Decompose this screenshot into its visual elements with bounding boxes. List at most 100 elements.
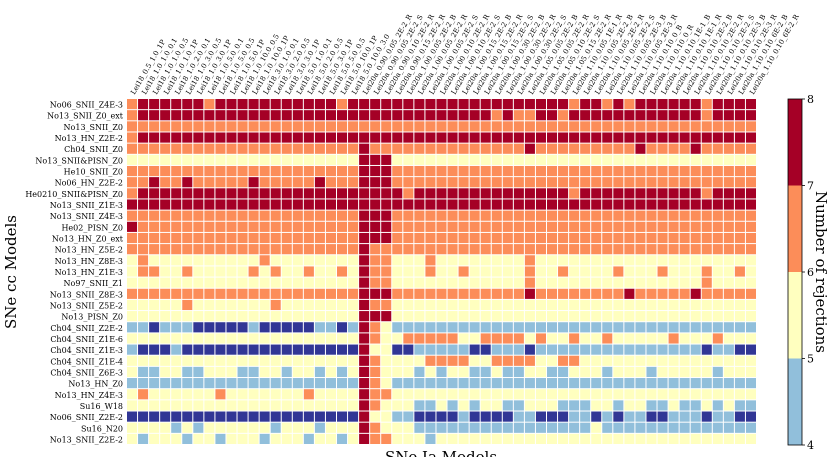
heatmap-cell: [348, 344, 359, 355]
heatmap-cell: [314, 188, 325, 199]
heatmap-cell: [701, 266, 712, 277]
heatmap-cell: [436, 110, 447, 121]
heatmap-cell: [337, 165, 348, 177]
heatmap-cell: [359, 232, 370, 244]
heatmap-cell: [558, 221, 569, 232]
heatmap-cell: [403, 110, 414, 121]
heatmap-cell: [381, 299, 392, 311]
heatmap-cell: [679, 344, 690, 355]
heatmap-cell: [204, 143, 215, 154]
heatmap-cell: [646, 188, 657, 199]
heatmap-cell: [403, 322, 414, 333]
heatmap-cell: [535, 132, 546, 143]
heatmap-cell: [734, 322, 745, 333]
heatmap-cell: [303, 210, 314, 221]
heatmap-cell: [348, 199, 359, 210]
heatmap-cell: [149, 188, 160, 199]
heatmap-cell: [701, 422, 712, 433]
heatmap-cell: [259, 154, 270, 165]
heatmap-cell: [602, 422, 613, 433]
heatmap-cell: [547, 411, 558, 422]
heatmap-cell: [635, 232, 646, 244]
heatmap-cell: [259, 422, 270, 433]
heatmap-cell: [635, 221, 646, 232]
heatmap-cell: [259, 366, 270, 378]
heatmap-cell: [458, 199, 469, 210]
heatmap-cell: [182, 232, 193, 244]
heatmap-cell: [204, 433, 215, 444]
heatmap-cell: [348, 366, 359, 378]
heatmap-cell: [535, 322, 546, 333]
heatmap-cell: [513, 154, 524, 165]
heatmap-cell: [314, 277, 325, 288]
heatmap-cell: [613, 143, 624, 154]
heatmap-cell: [314, 433, 325, 444]
heatmap-cell: [403, 277, 414, 288]
heatmap-cell: [160, 143, 171, 154]
heatmap-cell: [745, 199, 756, 210]
heatmap-cell: [215, 389, 226, 400]
heatmap-cell: [491, 400, 502, 411]
heatmap-cell: [403, 132, 414, 143]
heatmap-cell: [193, 188, 204, 199]
heatmap-cell: [281, 99, 292, 110]
heatmap-cell: [337, 433, 348, 444]
heatmap-cell: [712, 322, 723, 333]
heatmap-cell: [657, 121, 668, 132]
heatmap-cell: [701, 400, 712, 411]
heatmap-cell: [160, 266, 171, 277]
heatmap-cell: [712, 143, 723, 154]
heatmap-cell: [138, 433, 149, 444]
heatmap-cell: [270, 344, 281, 355]
heatmap-cell: [591, 288, 602, 299]
heatmap-cell: [337, 266, 348, 277]
heatmap-cell: [303, 433, 314, 444]
heatmap-cell: [270, 110, 281, 121]
heatmap-cell: [745, 177, 756, 188]
heatmap-cell: [591, 366, 602, 378]
heatmap-cell: [734, 188, 745, 199]
heatmap-cell: [679, 378, 690, 389]
heatmap-cell: [392, 411, 403, 422]
heatmap-cell: [591, 389, 602, 400]
heatmap-cell: [127, 99, 138, 110]
heatmap-cell: [348, 244, 359, 255]
heatmap-cell: [624, 288, 635, 299]
heatmap-cell: [690, 422, 701, 433]
heatmap-cell: [392, 177, 403, 188]
heatmap-cell: [613, 389, 624, 400]
heatmap-cell: [337, 299, 348, 311]
heatmap-cell: [127, 244, 138, 255]
heatmap-cell: [535, 199, 546, 210]
heatmap-cell: [337, 244, 348, 255]
heatmap-cell: [668, 165, 679, 177]
heatmap-cell: [193, 277, 204, 288]
heatmap-cell: [723, 177, 734, 188]
heatmap-cell: [149, 277, 160, 288]
heatmap-cell: [193, 199, 204, 210]
heatmap-cell: [403, 210, 414, 221]
heatmap-cell: [580, 378, 591, 389]
heatmap-cell: [204, 221, 215, 232]
y-tick-label: No13_HN_Z2E-2: [55, 134, 123, 143]
heatmap-cell: [447, 188, 458, 199]
heatmap-cell: [480, 344, 491, 355]
heatmap-cell: [635, 255, 646, 266]
heatmap-cell: [535, 311, 546, 322]
heatmap-cell: [558, 154, 569, 165]
heatmap-cell: [248, 389, 259, 400]
heatmap-cell: [668, 311, 679, 322]
heatmap-cell: [226, 221, 237, 232]
heatmap-cell: [292, 132, 303, 143]
heatmap-cell: [447, 299, 458, 311]
heatmap-cell: [447, 355, 458, 366]
y-tick-label: Su16_W18: [80, 402, 123, 411]
heatmap-cell: [646, 266, 657, 277]
heatmap-cell: [127, 165, 138, 177]
heatmap-cell: [613, 199, 624, 210]
colorbar-tick-label: 7: [807, 180, 814, 193]
heatmap-cell: [613, 366, 624, 378]
heatmap-cell: [668, 154, 679, 165]
heatmap-cell: [690, 255, 701, 266]
heatmap-cell: [127, 132, 138, 143]
